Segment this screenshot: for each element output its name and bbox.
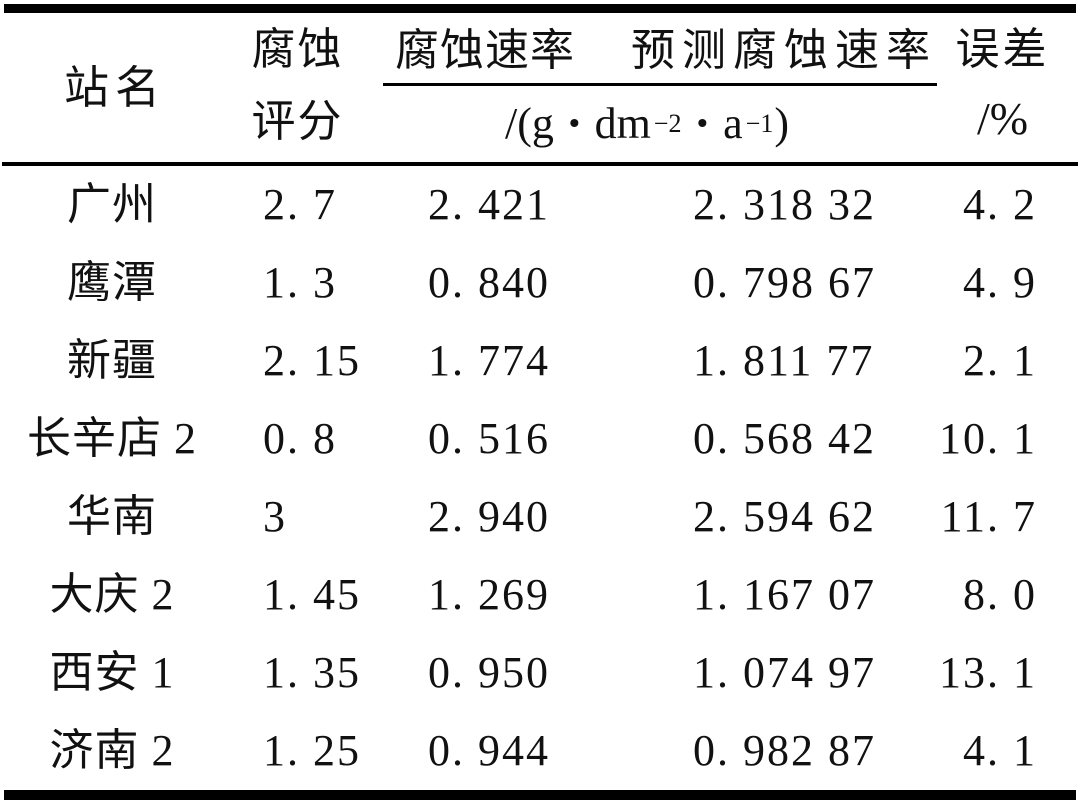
table-header: 站名 腐蚀 评分 腐蚀速率 预测腐蚀速率 /(g · dm −2 · a −1) 误差 /% — [0, 13, 1080, 162]
error-cell: 8. 0 — [963, 570, 1037, 619]
error-cell: 11. 7 — [940, 492, 1037, 541]
unit-dm-exponent: −2 — [653, 109, 682, 138]
predicted-rate-cell: 0. 568 42 — [693, 414, 876, 463]
header-error-line1: 误差 — [955, 25, 1050, 74]
station-cell: 广州 — [67, 180, 157, 229]
score-cell: 3 — [263, 492, 287, 541]
table-row: 广州 2. 7 2. 421 2. 318 32 4. 2 — [0, 166, 1080, 244]
score-cell: 2. 7 — [263, 180, 337, 229]
header-separator-rule — [2, 162, 1078, 166]
table-body: 广州 2. 7 2. 421 2. 318 32 4. 2 鹰潭 1. 3 0.… — [0, 166, 1080, 790]
error-cell: 10. 1 — [939, 414, 1037, 463]
table-row: 济南 2 1. 25 0. 944 0. 982 87 4. 1 — [0, 712, 1080, 790]
score-cell: 2. 15 — [263, 336, 361, 385]
header-corrosion-score-line1: 腐蚀 — [251, 25, 344, 74]
unit-multiplication-dot: · — [691, 85, 715, 162]
predicted-rate-cell: 0. 798 67 — [693, 258, 876, 307]
rate-cell: 1. 269 — [428, 570, 550, 619]
score-cell: 1. 3 — [263, 258, 337, 307]
unit-open: /(g — [505, 99, 554, 148]
header-error-unit: /% — [976, 93, 1029, 144]
score-cell: 1. 35 — [263, 648, 361, 697]
header-error: 误差 /% — [930, 13, 1075, 162]
predicted-rate-cell: 2. 318 32 — [693, 180, 876, 229]
station-cell: 鹰潭 — [67, 258, 157, 307]
score-cell: 0. 8 — [263, 414, 337, 463]
rate-cell: 0. 944 — [428, 726, 550, 775]
predicted-rate-cell: 1. 074 97 — [693, 648, 876, 697]
rate-cell: 1. 774 — [428, 336, 550, 385]
header-station: 站名 — [63, 63, 166, 113]
predicted-rate-cell: 2. 594 62 — [693, 492, 876, 541]
unit-dm: dm — [594, 99, 651, 148]
table-row: 新疆 2. 15 1. 774 1. 811 77 2. 1 — [0, 322, 1080, 400]
table-row: 鹰潭 1. 3 0. 840 0. 798 67 4. 9 — [0, 244, 1080, 322]
header-rate-group-labels: 腐蚀速率 预测腐蚀速率 — [383, 13, 937, 83]
unit-close: ) — [774, 99, 789, 148]
error-cell: 13. 1 — [939, 648, 1037, 697]
score-cell: 1. 25 — [263, 726, 361, 775]
rate-cell: 0. 950 — [428, 648, 550, 697]
station-cell: 新疆 — [67, 336, 157, 385]
header-rate-group: 腐蚀速率 预测腐蚀速率 /(g · dm −2 · a −1) — [383, 13, 937, 162]
table-row: 大庆 2 1. 45 1. 269 1. 167 07 8. 0 — [0, 556, 1080, 634]
station-cell: 华南 — [67, 492, 157, 541]
rate-cell: 2. 421 — [428, 180, 550, 229]
station-cell: 西安 1 — [49, 648, 175, 697]
error-cell: 4. 9 — [963, 258, 1037, 307]
predicted-rate-cell: 0. 982 87 — [693, 726, 876, 775]
error-cell: 2. 1 — [963, 336, 1037, 385]
predicted-rate-cell: 1. 811 77 — [693, 336, 875, 385]
header-rate-unit: /(g · dm −2 · a −1) — [383, 86, 937, 162]
unit-a-exponent: −1 — [745, 109, 774, 138]
station-cell: 大庆 2 — [49, 570, 175, 619]
error-cell: 4. 1 — [963, 726, 1037, 775]
table-bottom-rule — [4, 790, 1076, 800]
unit-multiplication-dot: · — [562, 85, 586, 162]
error-cell: 4. 2 — [963, 180, 1037, 229]
station-cell: 长辛店 2 — [27, 414, 197, 463]
unit-a: a — [723, 99, 743, 148]
header-predicted-corrosion-rate: 预测腐蚀速率 — [631, 26, 937, 75]
table-top-rule — [4, 4, 1076, 13]
table-row: 华南 3 2. 940 2. 594 62 11. 7 — [0, 478, 1080, 556]
rate-cell: 0. 516 — [428, 414, 550, 463]
header-corrosion-rate: 腐蚀速率 — [395, 26, 575, 75]
rate-cell: 0. 840 — [428, 258, 550, 307]
station-cell: 济南 2 — [49, 726, 175, 775]
header-corrosion-score: 腐蚀 评分 — [240, 13, 355, 162]
score-cell: 1. 45 — [263, 570, 361, 619]
rate-cell: 2. 940 — [428, 492, 550, 541]
header-corrosion-score-line2: 评分 — [251, 97, 344, 146]
header-rate-group-rule — [383, 83, 937, 86]
table-row: 长辛店 2 0. 8 0. 516 0. 568 42 10. 1 — [0, 400, 1080, 478]
table-row: 西安 1 1. 35 0. 950 1. 074 97 13. 1 — [0, 634, 1080, 712]
predicted-rate-cell: 1. 167 07 — [693, 570, 876, 619]
